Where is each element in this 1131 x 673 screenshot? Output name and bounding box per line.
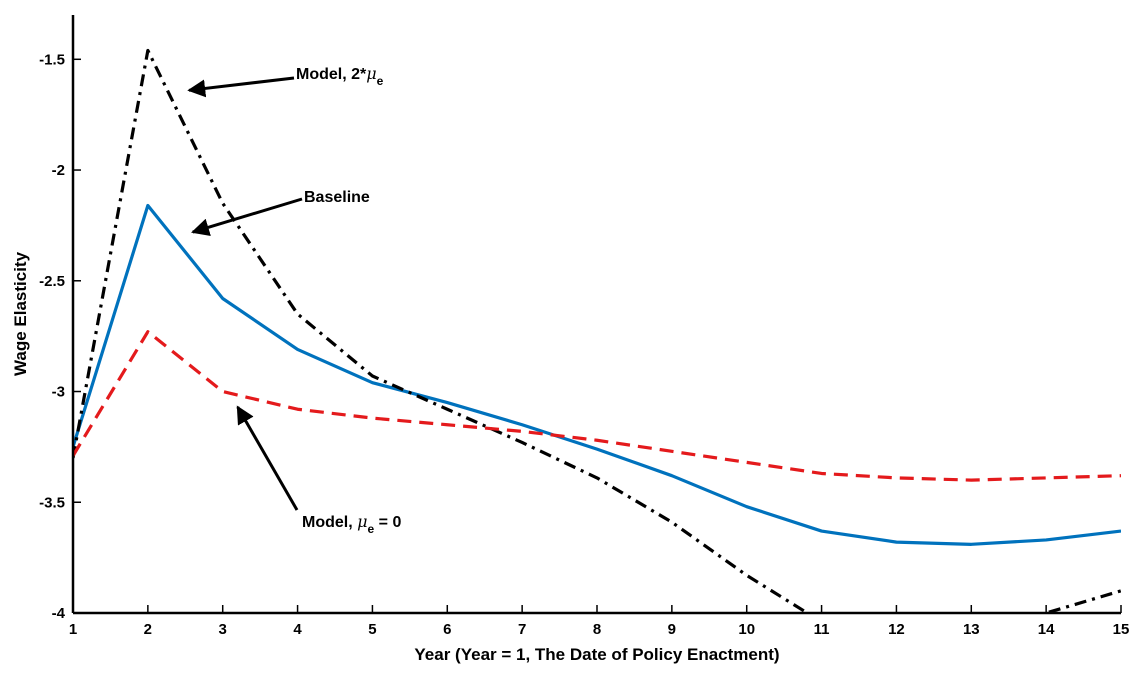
x-tick-label: 6	[443, 621, 451, 638]
x-tick-label: 2	[144, 621, 152, 638]
annotation-subscript: e	[368, 522, 375, 536]
axes	[71, 15, 1121, 615]
annotation-mu-symbol: μ	[366, 64, 376, 83]
x-tick-label: 3	[219, 621, 227, 638]
x-tick-label: 10	[738, 621, 755, 638]
series-line-model_2mu	[73, 48, 1121, 613]
x-tick-label: 9	[668, 621, 676, 638]
x-tick-label: 1	[69, 621, 77, 638]
annotation-text: Model, 2*	[296, 66, 367, 83]
y-axis-ticks: -1.5 -2 -2.5 -3 -3.5 -4	[39, 51, 81, 622]
y-axis-label: Wage Elasticity	[11, 251, 30, 376]
y-tick-label: -2	[52, 162, 65, 179]
x-axis-ticks: 1 2 3 4 5 6 7 8 9 10 11 12 13 14 15	[69, 605, 1130, 638]
x-tick-label: 13	[963, 621, 980, 638]
x-tick-label: 14	[1038, 621, 1055, 638]
series-line-model_mu0	[73, 330, 1121, 482]
annotation-text: Baseline	[304, 189, 370, 206]
annotation-tail-text: = 0	[374, 514, 401, 531]
y-tick-label: -4	[52, 605, 66, 622]
series-line-baseline	[73, 203, 1121, 546]
y-tick-label: -2.5	[39, 273, 65, 290]
x-tick-label: 15	[1113, 621, 1130, 638]
x-tick-label: 8	[593, 621, 601, 638]
annotation-label-baseline: Baseline	[304, 189, 370, 206]
x-tick-label: 12	[888, 621, 905, 638]
y-tick-label: -1.5	[39, 51, 65, 68]
annotation-mu-symbol: μ	[357, 512, 367, 531]
series-group	[73, 48, 1121, 613]
annotation-label-model_2mu: Model, 2*μe	[296, 64, 384, 88]
x-axis-label: Year (Year = 1, The Date of Policy Enact…	[414, 645, 779, 664]
annotation-subscript: e	[377, 74, 384, 88]
x-tick-label: 7	[518, 621, 526, 638]
annotation-arrow-model_2mu	[187, 76, 295, 98]
annotation-label-model_mu0: Model, μe = 0	[302, 512, 401, 536]
x-tick-label: 5	[368, 621, 376, 638]
x-tick-label: 11	[814, 621, 830, 638]
annotation-arrow-model_mu0	[236, 405, 299, 511]
x-tick-label: 4	[293, 621, 302, 638]
y-tick-label: -3.5	[39, 494, 65, 511]
y-tick-label: -3	[52, 384, 65, 401]
annotation-arrow-baseline	[191, 197, 303, 236]
annotation-text: Model,	[302, 514, 357, 531]
